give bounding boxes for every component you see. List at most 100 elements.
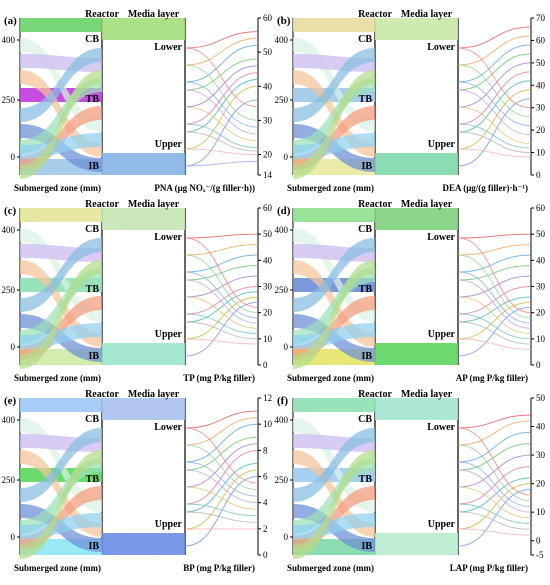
reactor-flow [20,268,102,344]
panel-label: (c) [4,205,17,217]
right-tick-label: 0 [536,360,541,370]
series-line [184,449,259,505]
reactor-flow [293,450,375,559]
series-line [184,72,259,125]
media-upper-bar [375,153,458,175]
series-line [184,31,259,49]
series-line [457,279,532,329]
left-tick-label: 0 [11,342,16,352]
reactor-flow [20,133,102,159]
ib-label: IB [361,351,372,362]
lower-label: Lower [154,42,182,53]
panel-label: (d) [277,205,291,217]
ib-label: IB [88,161,99,172]
upper-label: Upper [428,519,456,530]
chart-panel: 400 250 0 14 20 30 40 50 60 CB TB IB Lower Upper React… [2,9,273,193]
series-line [184,443,259,488]
series-line [457,301,532,340]
right-tick-label: 30 [536,450,546,460]
series-line [184,275,259,298]
reactor-header: Reactor [85,9,119,20]
right-tick-label: 20 [536,308,546,318]
lower-label: Lower [154,232,182,243]
series-line [457,286,532,315]
left-tick-label: 400 [2,225,16,235]
upper-label: Upper [155,329,183,340]
right-tick-label: 60 [536,35,546,45]
series-line [457,296,532,335]
series-line [184,296,259,340]
tb-label: TB [359,94,373,105]
right-tick-label: 50 [263,229,273,239]
right-tick-label: 10 [536,148,546,158]
reactor-header: Reactor [358,9,392,20]
reactor-header: Reactor [358,389,392,400]
left-tick-label: 0 [284,152,289,162]
media-upper-bar [102,153,185,175]
series-line [184,444,259,491]
tb-label: TB [359,474,373,485]
series-line [184,301,259,357]
series-line [457,89,532,136]
ib-label: IB [88,541,99,552]
submerged-zone-label: Submerged zone (mm) [287,373,374,383]
series-line [184,476,259,547]
cb-label: CB [85,224,99,235]
series-line [457,44,532,83]
series-line [457,338,532,350]
reactor-flow [293,268,375,344]
reactor-header: Reactor [358,199,392,210]
right-tick-label: 0 [263,550,268,560]
series-line [457,271,532,324]
reactor-flow [20,458,102,534]
series-line [184,461,259,497]
series-line [457,64,532,118]
media-top-bar [375,18,458,40]
series-line [457,265,532,281]
submerged-zone-label: Submerged zone (mm) [14,563,101,573]
reactor-flow [20,260,102,369]
left-tick-label: 250 [275,285,289,295]
submerged-zone-label: Submerged zone (mm) [14,373,101,383]
left-tick-label: 400 [2,35,16,45]
right-tick-label: 10 [536,334,546,344]
series-line [457,26,532,49]
series-line [184,44,259,83]
left-tick-label: 0 [284,532,289,542]
cb-label: CB [358,414,372,425]
series-line [184,89,259,135]
panel-label: (f) [277,395,288,407]
media-layer-header: Media layer [128,389,180,400]
series-line [184,469,259,530]
reactor-flow [20,48,102,122]
lower-label: Lower [427,232,455,243]
series-line [457,477,532,513]
left-tick-label: 250 [2,95,16,105]
series-line [184,78,259,133]
series-line [184,296,259,329]
reactor-top-bar [20,18,102,32]
reactor-top-bar [293,208,375,222]
right-tick-label: 40 [263,81,273,91]
media-upper-bar [102,343,185,365]
reactor-header: Reactor [85,389,119,400]
media-upper-bar [375,533,458,555]
right-tick-label: 20 [536,479,546,489]
series-line [457,53,532,91]
cb-label: CB [358,224,372,235]
series-line [457,244,532,256]
right-tick-label: 0 [263,360,268,370]
media-top-bar [375,398,458,420]
series-line [457,503,532,525]
metric-label: BP (mg P/kg filler) [183,563,255,573]
right-tick-label: -5 [536,550,544,560]
tb-label: TB [359,284,373,295]
left-tick-label: 400 [275,225,289,235]
series-line [184,511,259,523]
lower-label: Lower [427,42,455,53]
series-line [457,131,532,154]
series-line [184,338,259,345]
reactor-flow [20,70,102,179]
left-tick-label: 250 [2,475,16,485]
reactor-flow [293,133,375,159]
